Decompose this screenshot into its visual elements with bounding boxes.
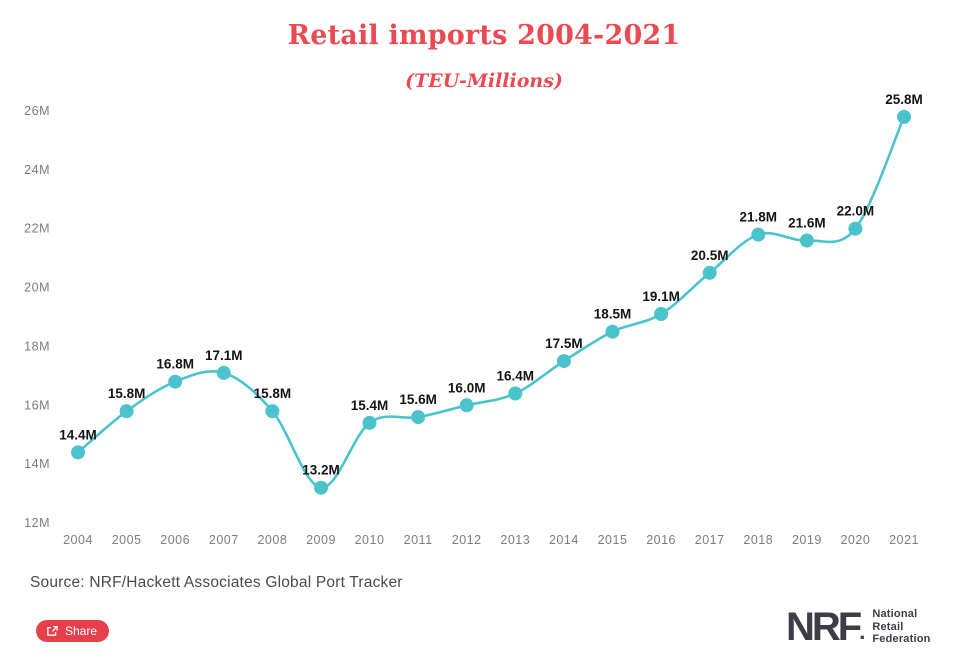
data-point-label: 19.1M (642, 289, 680, 304)
y-axis-tick-label: 16M (24, 398, 50, 412)
data-point[interactable] (411, 410, 426, 425)
data-point[interactable] (897, 109, 911, 124)
data-point-label: 20.5M (691, 248, 729, 263)
y-axis-tick-label: 14M (24, 457, 50, 471)
data-point[interactable] (605, 324, 620, 339)
nrf-logo-text: NRF (786, 604, 862, 649)
chart-title: Retail imports 2004-2021 (287, 20, 681, 51)
share-button[interactable]: Share (36, 620, 110, 642)
y-axis-tick-label: 20M (24, 281, 50, 295)
x-axis-tick-label: 2005 (112, 533, 142, 547)
data-point-label: 18.5M (594, 307, 632, 322)
x-axis-tick-label: 2012 (452, 533, 482, 547)
x-axis-tick-label: 2015 (598, 533, 628, 547)
data-point-label: 13.2M (302, 463, 340, 478)
nrf-logo-dot: . (859, 618, 866, 644)
line-chart: 12M 14M 16M 18M 20M 22M 24M 26M 2004 2005 2006 2007… (24, 92, 923, 547)
data-point-label: 16.0M (448, 380, 486, 395)
data-point-label: 15.8M (254, 386, 292, 401)
x-axis-tick-label: 2016 (646, 533, 676, 547)
x-axis-tick-label: 2004 (63, 533, 93, 547)
data-point-label: 15.4M (351, 398, 389, 413)
y-axis-tick-label: 12M (24, 516, 50, 530)
data-point-label: 16.8M (156, 357, 194, 372)
data-point-label: 14.4M (59, 427, 97, 442)
data-point[interactable] (848, 221, 863, 236)
data-point[interactable] (314, 480, 328, 495)
x-axis-tick-label: 2008 (257, 533, 287, 547)
data-point-label: 22.0M (837, 204, 875, 219)
y-axis-tick-label: 18M (24, 339, 50, 353)
data-point[interactable] (751, 227, 766, 242)
source-attribution: Source: NRF/Hackett Associates Global Po… (30, 574, 403, 591)
data-point[interactable] (508, 386, 523, 401)
data-point[interactable] (168, 374, 183, 389)
x-axis-tick-label: 2014 (549, 533, 579, 547)
x-axis-tick-label: 2007 (209, 533, 239, 547)
data-point[interactable] (119, 404, 134, 419)
data-point-label: 15.6M (399, 392, 437, 407)
data-point[interactable] (362, 415, 377, 430)
data-point-label: 25.8M (885, 92, 923, 107)
data-point-label: 17.1M (205, 348, 243, 363)
data-point-label: 15.8M (108, 386, 146, 401)
data-point[interactable] (556, 354, 571, 369)
x-axis-tick-label: 2019 (792, 533, 822, 547)
data-point[interactable] (71, 445, 85, 460)
data-point-label: 21.6M (788, 216, 826, 231)
data-point-label: 16.4M (497, 369, 535, 384)
data-point-label: 21.8M (740, 210, 778, 225)
nrf-logo-tagline: National Retail Federation (872, 608, 931, 645)
y-axis-tick-label: 22M (24, 222, 50, 236)
y-axis-tick-label: 24M (24, 163, 50, 177)
x-axis-tick-label: 2021 (889, 533, 919, 547)
x-axis-tick-label: 2009 (306, 533, 336, 547)
x-axis-tick-label: 2020 (840, 533, 870, 547)
x-axis-tick-label: 2011 (404, 533, 433, 547)
data-point[interactable] (654, 307, 669, 321)
share-button-label: Share (65, 624, 98, 638)
data-point[interactable] (265, 404, 280, 419)
data-point[interactable] (702, 265, 717, 280)
x-axis-tick-label: 2018 (743, 533, 773, 547)
series-line (76, 115, 906, 489)
x-axis-tick-label: 2010 (355, 533, 385, 547)
x-axis-tick-label: 2006 (160, 533, 190, 547)
chart-subtitle: (TEU-Millions) (405, 70, 563, 92)
share-icon (46, 625, 59, 637)
data-point[interactable] (216, 365, 231, 380)
y-axis-tick-label: 26M (24, 104, 50, 118)
data-point-label: 17.5M (545, 336, 583, 351)
data-point[interactable] (459, 398, 474, 413)
x-axis-tick-label: 2017 (695, 533, 725, 547)
nrf-logo[interactable]: NRF. National Retail Federation (786, 604, 931, 649)
x-axis-tick-label: 2013 (500, 533, 530, 547)
data-point[interactable] (799, 233, 814, 248)
